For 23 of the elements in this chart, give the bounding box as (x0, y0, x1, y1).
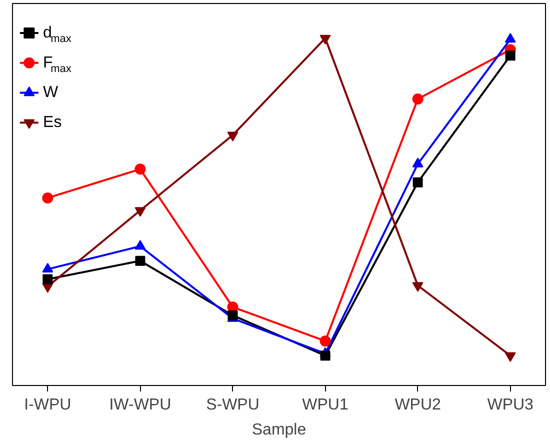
point (135, 256, 146, 266)
point (320, 350, 330, 361)
x-tick-label: WPU2 (394, 396, 442, 414)
x-tick-label: I-WPU (24, 396, 72, 414)
point (505, 50, 516, 61)
point (412, 177, 423, 188)
point (320, 34, 331, 44)
point (412, 282, 424, 292)
x-axis-title: Sample (252, 422, 306, 438)
legend-label: Es (43, 114, 62, 132)
x-tick-label: S-WPU (206, 396, 260, 414)
point (42, 192, 54, 204)
point (504, 352, 516, 362)
x-tick-label: WPU3 (487, 396, 534, 414)
x-tick-label: WPU1 (302, 396, 348, 414)
point (320, 336, 331, 347)
point (227, 132, 238, 142)
point (134, 207, 146, 217)
point (134, 164, 146, 175)
x-tick-label: IW-WPU (109, 396, 172, 414)
legend-label: W (43, 84, 60, 102)
point (42, 274, 53, 284)
point (412, 94, 424, 104)
